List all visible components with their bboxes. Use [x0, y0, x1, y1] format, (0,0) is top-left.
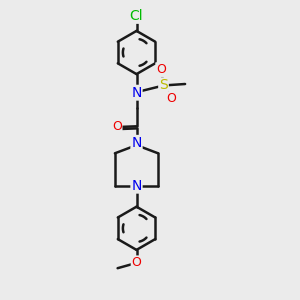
Text: O: O	[112, 120, 122, 134]
Text: N: N	[131, 86, 142, 100]
Text: O: O	[166, 92, 176, 106]
Text: N: N	[131, 136, 142, 150]
Text: N: N	[131, 179, 142, 193]
Text: S: S	[159, 78, 168, 92]
Text: O: O	[156, 63, 166, 76]
Text: Cl: Cl	[130, 9, 143, 23]
Text: O: O	[132, 256, 141, 269]
